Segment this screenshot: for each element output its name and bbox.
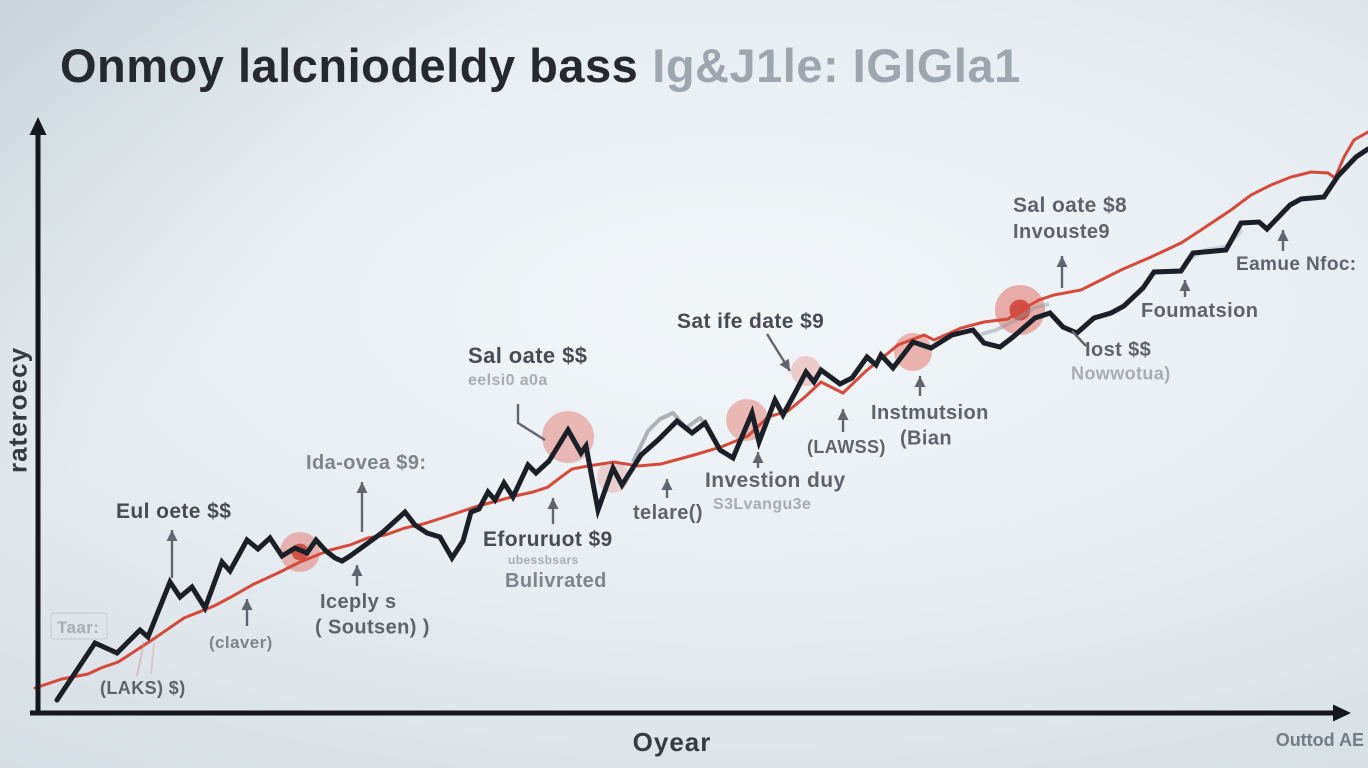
arrowhead <box>914 376 926 387</box>
arrowhead <box>241 599 253 610</box>
annotation-text-sal-oate-1: eelsi0 a0a <box>468 372 548 389</box>
arrowhead <box>661 479 673 490</box>
x-axis-label: Oyear <box>632 727 712 757</box>
ghost-line-segment <box>974 302 1050 338</box>
arrowhead <box>1056 256 1068 267</box>
annotation-text-sal-oate-2: Invouste9 <box>1013 221 1110 243</box>
annotation-text-eforuruot: Eforuruot $9 <box>483 528 613 551</box>
arrowhead <box>29 117 47 135</box>
annotation-text-instmutsion: Instmutsion <box>871 402 989 424</box>
annotation-box <box>50 612 108 640</box>
series-line-red-smooth <box>33 130 1368 690</box>
annotation-text-claver: (claver) <box>209 633 273 652</box>
annotation-text-sat-ife: Sat ife date $9 <box>677 310 824 333</box>
annotation-text-eforuruot: Bulivrated <box>505 570 607 592</box>
arrowhead <box>356 482 368 493</box>
arrowhead <box>1277 230 1289 241</box>
annotation-text-iost: Iost $$ <box>1085 339 1151 361</box>
corner-note: Outtod AE <box>1275 730 1364 750</box>
arrowhead <box>547 498 559 509</box>
annotation-text-laks: (LAKS) $) <box>100 678 186 698</box>
annotation-text-investion: S3Lvangu3e <box>713 496 811 513</box>
annotation-text-eul-oete: Eul oete $$ <box>116 500 231 523</box>
annotation-text-eamue: Eamue Nfoc: <box>1236 254 1357 275</box>
annotation-text-sal-oate-2: Sal oate $8 <box>1013 194 1127 217</box>
annotation-text-iost: Nowwotua) <box>1071 364 1171 384</box>
annotation-connector <box>150 642 155 675</box>
annotation-text-ida-ovea: Ida-ovea $9: <box>306 452 426 474</box>
series-line-black-jagged <box>54 146 1368 703</box>
arrowhead <box>166 530 178 541</box>
annotation-connector <box>516 404 546 442</box>
annotation-connector <box>1071 330 1087 347</box>
chart-title-main: Onmoy lalcniodeldy bass <box>60 39 639 92</box>
arrowhead <box>351 565 363 576</box>
annotation-text-foumatsion: Foumatsion <box>1141 300 1258 322</box>
annotation-text-instmutsion: (Bian <box>900 428 952 450</box>
annotation-text-sal-oate-1: Sal oate $$ <box>468 343 587 368</box>
annotation-text-iceply: Iceply s <box>320 591 397 613</box>
annotation-text-taar: Taar: <box>57 618 99 637</box>
y-axis-label: rateroecy <box>2 346 33 474</box>
annotation-text-eforuruot: ubessbsars <box>508 553 579 567</box>
annotation-text-iceply: ( Soutsen) ) <box>315 617 430 639</box>
arrowhead <box>1333 704 1351 722</box>
arrowhead <box>752 452 764 463</box>
arrowhead <box>837 409 849 420</box>
annotation-text-investion: Investion duy <box>705 469 846 492</box>
chart-title-sub: Ig&J1le: IGIGla1 <box>652 39 1021 92</box>
arrowhead <box>779 358 790 371</box>
ghost-line-segment <box>631 411 711 463</box>
chart-title: Onmoy lalcniodeldy bass Ig&J1le: IGIGla1 <box>60 38 1021 93</box>
arrowhead <box>1179 280 1191 291</box>
annotation-text-lawss: (LAWSS) <box>807 437 886 457</box>
annotation-connector <box>136 641 145 677</box>
annotation-text-telare: telare() <box>633 502 703 524</box>
